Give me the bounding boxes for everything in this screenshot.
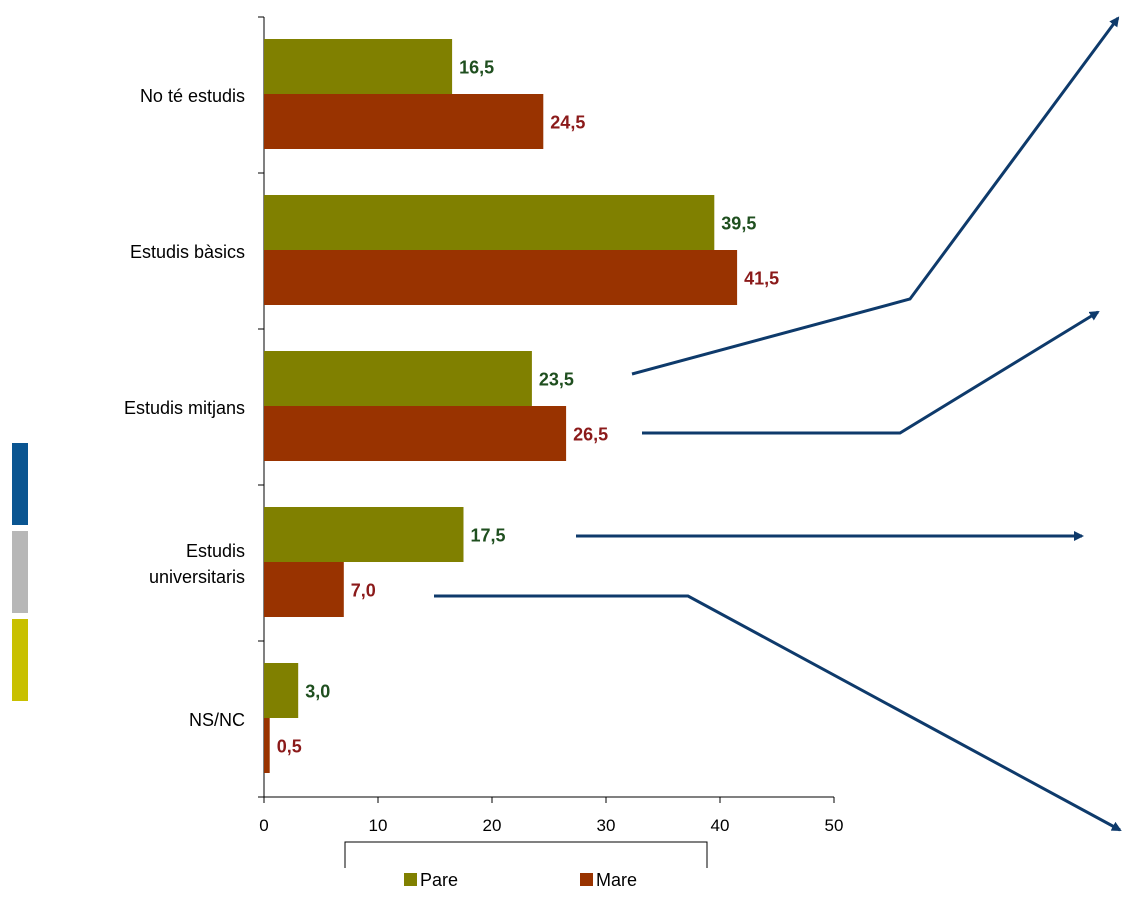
bar-pare [264,663,299,718]
bar-mare [264,562,344,617]
value-label-mare: 0,5 [277,737,302,757]
value-label-pare: 3,0 [305,682,330,702]
category-label: Estudis bàsics [130,242,245,262]
bar-mare [264,406,567,461]
trend-arrow [631,16,1120,376]
x-tick-label: 0 [259,816,268,835]
bar-pare [264,507,464,562]
bar-mare [264,250,738,305]
side-color-bars [12,443,28,701]
value-label-mare: 26,5 [573,425,608,445]
trend-arrow [434,594,1122,832]
legend-label-mare: Mare [596,870,637,890]
category-label: universitaris [149,567,245,587]
category-label: NS/NC [189,710,245,730]
bars [264,39,738,773]
x-tick-label: 20 [483,816,502,835]
value-label-pare: 39,5 [721,214,756,234]
bar-mare [264,94,544,149]
bar-pare [264,39,453,94]
category-label: Estudis mitjans [124,398,245,418]
legend-box [344,841,708,868]
side-color-bar [12,619,28,701]
bar-pare [264,195,715,250]
bar-mare [264,718,270,773]
x-tick-label: 10 [369,816,388,835]
category-labels: No té estudis Estudis bàsics Estudis mitja… [124,86,245,730]
legend: Pare Mare [344,841,708,890]
value-labels: 16,5 24,5 39,5 41,5 23,5 26,5 17,5 7,0 3,0 0,5 [277,58,779,757]
trend-arrows [434,16,1122,832]
category-label: No té estudis [140,86,245,106]
value-label-mare: 41,5 [744,269,779,289]
x-tick-label: 40 [711,816,730,835]
value-label-mare: 7,0 [351,581,376,601]
value-label-mare: 24,5 [550,113,585,133]
side-color-bar [12,443,28,525]
x-tick-label: 30 [597,816,616,835]
legend-swatch-mare [580,873,593,886]
value-label-pare: 23,5 [539,370,574,390]
bar-pare [264,351,532,406]
value-label-pare: 17,5 [471,526,506,546]
x-tick-label: 50 [825,816,844,835]
side-color-bar [12,531,28,613]
value-label-pare: 16,5 [459,58,494,78]
category-label: Estudis [186,541,245,561]
legend-swatch-pare [404,873,417,886]
trend-arrow [642,310,1100,435]
legend-label-pare: Pare [420,870,458,890]
